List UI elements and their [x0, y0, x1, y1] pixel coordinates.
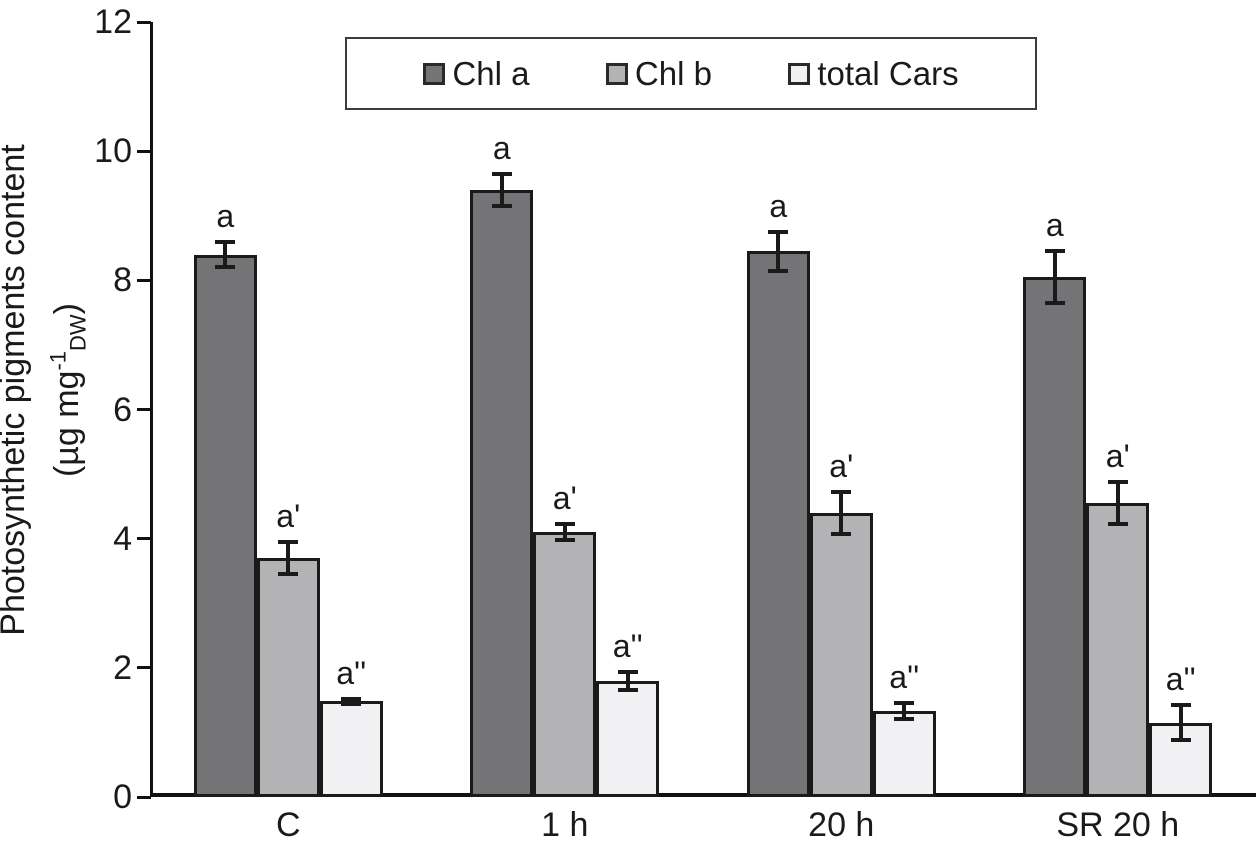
error-bar-cap: [491, 171, 512, 176]
unit-subscript: DW: [66, 314, 92, 351]
bar: [809, 512, 873, 797]
legend-item: total Cars: [788, 54, 959, 93]
significance-label: a'': [612, 627, 643, 664]
y-tick-mark: [137, 149, 151, 153]
bar: [872, 711, 936, 797]
error-bar-cap: [1044, 300, 1065, 305]
error-bar-cap: [894, 716, 915, 721]
error-bar: [1052, 251, 1057, 303]
significance-label: a': [552, 480, 577, 517]
legend-label: Chl b: [634, 54, 712, 92]
bar: [193, 254, 257, 797]
error-bar: [499, 173, 504, 207]
error-bar-cap: [768, 229, 789, 234]
bar: [596, 680, 660, 797]
error-bar-cap: [831, 531, 852, 536]
error-bar-cap: [215, 239, 236, 244]
significance-label: a: [492, 129, 511, 166]
bar: [746, 251, 810, 797]
error-bar: [1178, 705, 1183, 741]
bar: [319, 701, 383, 797]
y-tick-label: 4: [113, 519, 132, 558]
plot-area: [150, 22, 1256, 797]
y-tick-label: 2: [113, 648, 132, 687]
error-bar-cap: [278, 539, 299, 544]
legend-swatch-icon: [788, 62, 811, 85]
bar: [470, 189, 534, 797]
significance-label: a': [829, 448, 854, 485]
legend-item: Chl a: [423, 55, 529, 93]
y-axis-label-line1: Photosynthetic pigments content: [0, 144, 32, 636]
error-bar-cap: [554, 537, 575, 542]
y-tick-mark: [137, 666, 151, 670]
error-bar: [776, 231, 781, 271]
error-bar-cap: [1107, 479, 1128, 484]
error-bar-cap: [768, 268, 789, 273]
y-tick-mark: [137, 278, 151, 282]
error-bar-cap: [617, 669, 638, 674]
significance-label: a': [276, 497, 301, 534]
error-bar-cap: [491, 204, 512, 209]
x-category-label: C: [275, 806, 301, 844]
legend-swatch-icon: [605, 62, 628, 85]
significance-label: a: [1045, 207, 1064, 244]
error-bar: [1115, 481, 1120, 525]
significance-label: a'': [336, 654, 367, 691]
error-bar: [625, 671, 630, 690]
y-tick-label: 12: [94, 3, 132, 41]
significance-label: a'': [1165, 661, 1196, 698]
bar: [1086, 503, 1150, 797]
error-bar: [223, 241, 228, 268]
legend-item: Chl b: [605, 54, 712, 93]
x-category-label: SR 20 h: [1056, 806, 1180, 844]
error-bar: [562, 524, 567, 540]
y-tick-mark: [137, 537, 151, 541]
y-tick-mark: [137, 795, 151, 799]
error-bar-cap: [1044, 249, 1065, 254]
x-category-label: 20 h: [808, 806, 875, 844]
significance-label: a': [1105, 437, 1130, 474]
error-bar: [349, 698, 354, 704]
error-bar-cap: [1170, 703, 1191, 708]
error-bar-cap: [1170, 738, 1191, 743]
error-bar-cap: [278, 572, 299, 577]
bar: [256, 558, 320, 797]
error-bar: [286, 541, 291, 575]
error-bar-cap: [341, 696, 362, 701]
error-bar: [902, 703, 907, 719]
error-bar-cap: [1107, 522, 1128, 527]
legend-label: Chl a: [452, 54, 530, 92]
y-tick-mark: [137, 20, 151, 24]
significance-label: a: [769, 187, 788, 224]
legend: Chl a Chl b total Cars: [345, 37, 1037, 110]
error-bar: [839, 492, 844, 534]
unit-superscript: -1: [45, 350, 71, 371]
error-bar-cap: [831, 490, 852, 495]
bar: [533, 532, 597, 797]
error-bar-cap: [341, 702, 362, 706]
y-tick-label: 8: [113, 261, 132, 300]
x-category-label: 1 h: [541, 806, 589, 844]
error-bar-cap: [215, 265, 236, 270]
significance-label: a'': [889, 659, 920, 696]
legend-swatch-icon: [423, 62, 446, 85]
y-tick-label: 10: [94, 132, 132, 171]
error-bar-cap: [617, 687, 638, 692]
y-tick-label: 0: [113, 778, 132, 816]
y-tick-mark: [137, 408, 151, 411]
error-bar-cap: [554, 522, 575, 527]
significance-label: a: [216, 197, 235, 234]
legend-label: total Cars: [817, 54, 959, 92]
error-bar-cap: [894, 701, 915, 706]
y-tick-label: 6: [113, 390, 132, 429]
bar: [1023, 277, 1087, 797]
